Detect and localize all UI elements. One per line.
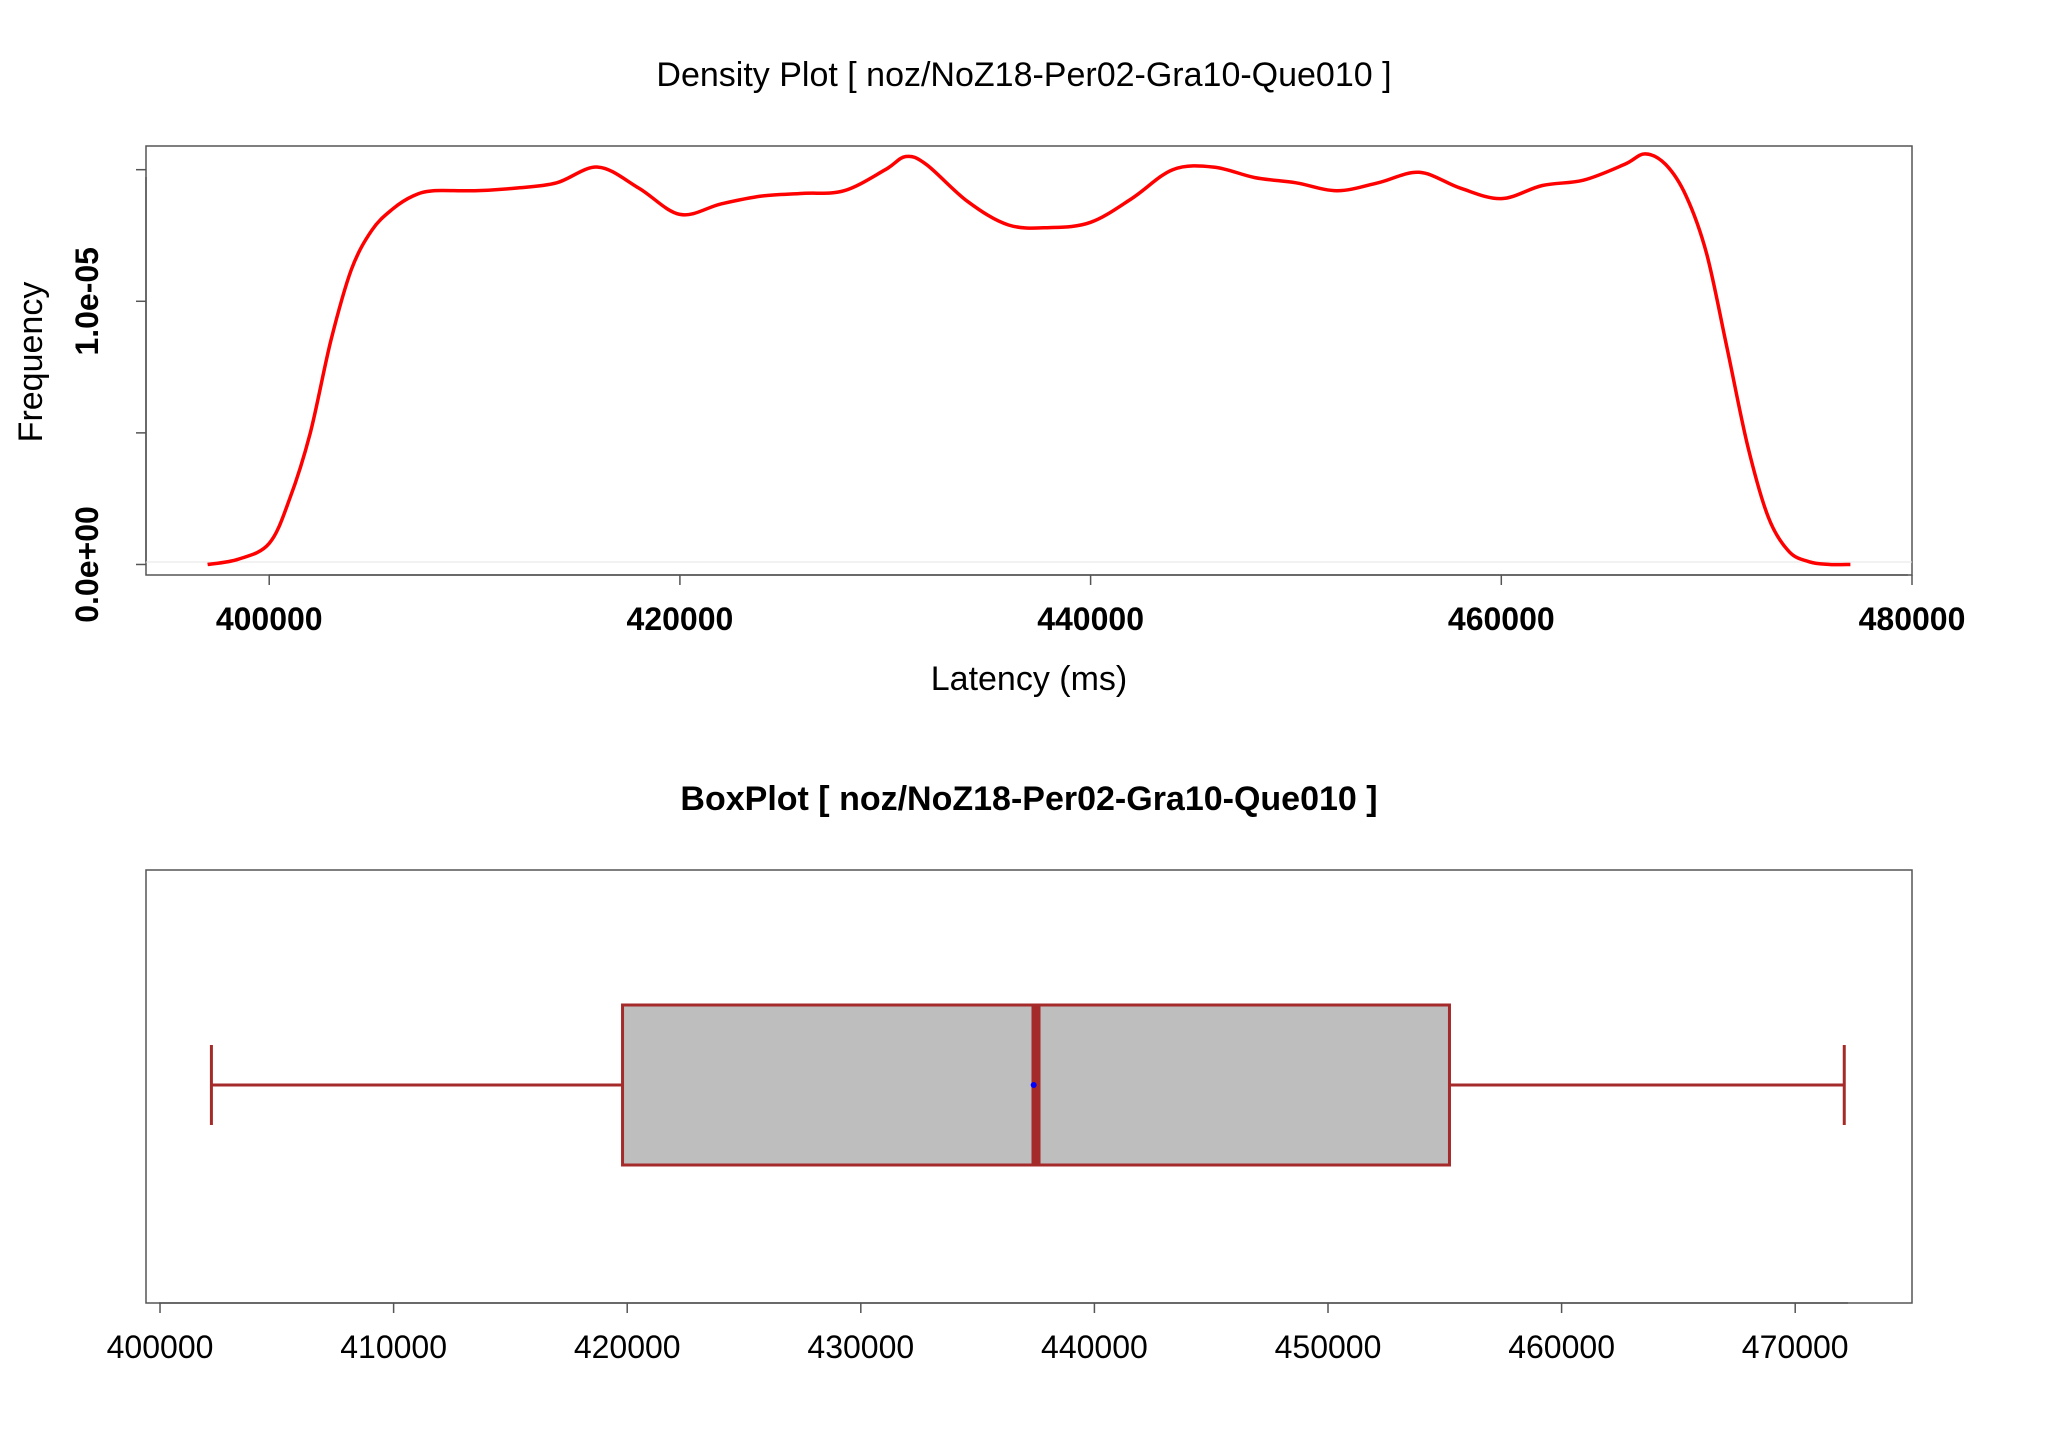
density-x-tick-label: 440000 (1037, 601, 1144, 637)
density-x-tick-label: 460000 (1448, 601, 1555, 637)
density-title: Density Plot [ noz/NoZ18-Per02-Gra10-Que… (656, 56, 1391, 94)
boxplot-x-tick-label: 440000 (1041, 1329, 1148, 1365)
boxplot-x-tick-label: 460000 (1508, 1329, 1615, 1365)
density-series-line (207, 152, 1851, 567)
density-x-ticks: 400000 420000 440000 460000 480000 (216, 575, 1966, 637)
density-plot: Density Plot [ noz/NoZ18-Per02-Gra10-Que… (12, 56, 1965, 698)
mean-point (1030, 1082, 1037, 1088)
boxplot-x-tick-label: 420000 (574, 1329, 681, 1365)
density-x-tick-label: 480000 (1859, 601, 1966, 637)
density-y-tick-label: 0.0e+00 (69, 506, 105, 623)
density-x-axis-label: Latency (ms) (931, 660, 1128, 698)
density-y-axis-label: Frequency (12, 282, 50, 443)
boxplot-x-ticks: 400000 410000 420000 430000 440000 450000 4600… (107, 1303, 1849, 1365)
boxplot-x-tick-label: 400000 (107, 1329, 214, 1365)
boxplot-x-tick-label: 470000 (1742, 1329, 1849, 1365)
density-plot-frame (145, 145, 1913, 576)
boxplot-x-tick-label: 450000 (1275, 1329, 1382, 1365)
box-plot: BoxPlot [ noz/NoZ18-Per02-Gra10-Que010 ]… (107, 780, 1913, 1365)
density-x-tick-label: 400000 (216, 601, 323, 637)
density-x-tick-label: 420000 (627, 601, 734, 637)
boxplot-title: BoxPlot [ noz/NoZ18-Per02-Gra10-Que010 ] (680, 780, 1377, 818)
boxplot-x-tick-label: 410000 (340, 1329, 447, 1365)
density-y-ticks: 0.0e+00 1.0e-05 (69, 168, 146, 623)
boxplot-x-tick-label: 430000 (807, 1329, 914, 1365)
density-y-tick-label: 1.0e-05 (69, 247, 105, 356)
